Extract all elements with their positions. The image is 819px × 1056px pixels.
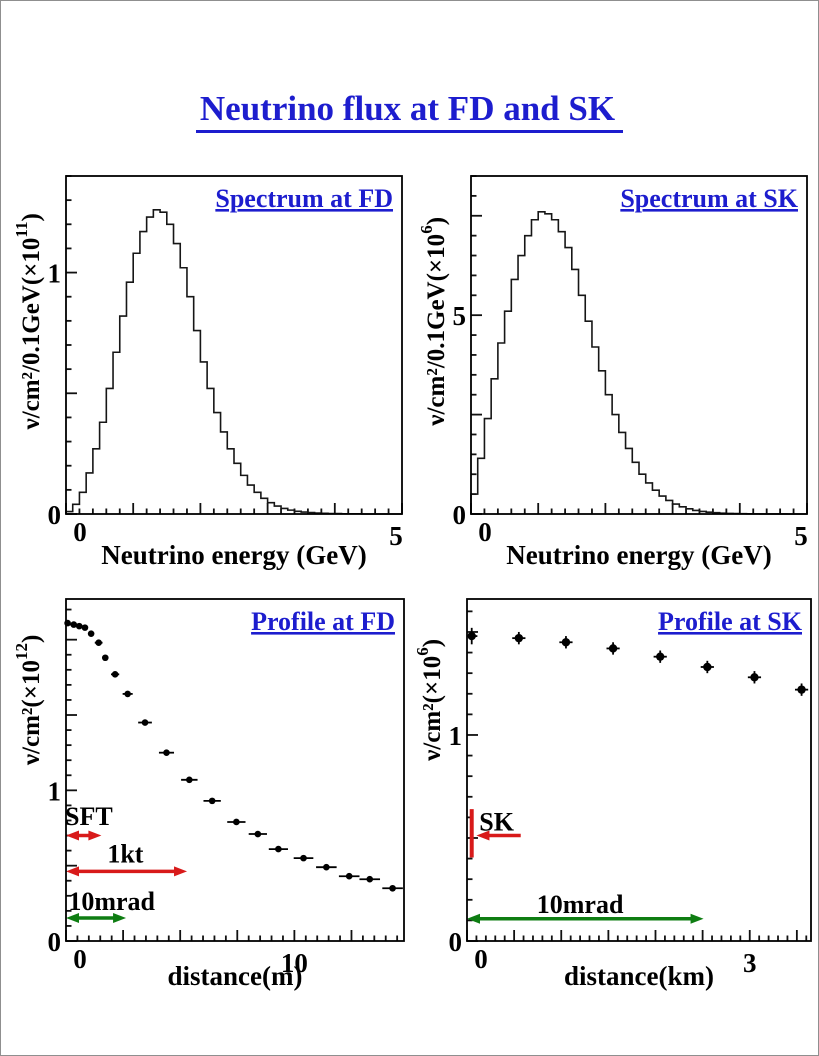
profile-sk-y-ticks (467, 610, 478, 942)
profile-fd-y-tick-label: 0 (48, 927, 62, 957)
spectrum-sk-histogram-line (470, 210, 807, 515)
data-point (163, 749, 170, 756)
data-point (656, 652, 665, 661)
spectrum-fd-y-tick-label: 1 (48, 259, 62, 289)
arrow-head (476, 830, 490, 841)
profile-fd-annotation-text: SFT (65, 802, 113, 831)
profile-fd-chart: 0 10 0 1 distance(m) ν/cm²(×1012) Profile at F… (12, 598, 405, 991)
spectrum-fd-x-tick-label: 0 (73, 517, 87, 547)
profile-sk-y-tick-label: 1 (449, 721, 463, 751)
profile-sk-x-tick-label: 3 (743, 948, 757, 978)
spectrum-sk-x-tick-label: 0 (478, 517, 492, 547)
page-title: Neutrino flux at FD and SK (1, 89, 818, 133)
spectrum-sk-y-axis-label: ν/cm²/0.1GeV(×106) (417, 217, 450, 427)
data-point (467, 631, 476, 641)
spectrum-sk-x-axis-label: Neutrino energy (GeV) (506, 540, 771, 570)
spectrum-fd-x-tick-label: 5 (389, 521, 403, 551)
profile-sk-x-ticks (466, 930, 808, 941)
spectrum-sk-x-ticks (470, 503, 808, 514)
spectrum-sk-y-tick-label: 0 (453, 500, 467, 530)
data-point (254, 830, 262, 838)
arrow-head-left (66, 866, 79, 877)
data-point (323, 863, 330, 871)
profile-sk-y-tick-label: 0 (449, 927, 463, 957)
arrow-head-right (113, 912, 127, 923)
spectrum-fd-y-ticks (66, 175, 77, 515)
page-title-text: Neutrino flux at FD and SK (195, 89, 624, 133)
data-point (797, 685, 806, 694)
profile-sk-title: Profile at SK (658, 607, 803, 636)
profile-fd-x-tick-label: 10 (281, 948, 308, 978)
data-point (561, 638, 571, 647)
data-point (111, 671, 119, 678)
data-point (186, 776, 193, 784)
data-point (95, 639, 102, 646)
spectrum-fd-title: Spectrum at FD (215, 184, 393, 213)
arrow-head-left (467, 913, 480, 924)
spectrum-sk-y-ticks (471, 175, 482, 515)
profile-sk-x-axis-label: distance(km) (564, 961, 714, 991)
spectrum-sk-x-tick-label: 5 (794, 521, 808, 551)
arrow-head-left (66, 830, 79, 841)
data-point (608, 644, 618, 653)
profile-sk-x-tick-label: 0 (474, 944, 488, 974)
profile-sk-plot-frame (466, 598, 812, 942)
arrow-head-left (66, 912, 79, 923)
spectrum-sk-plot-frame (470, 175, 808, 515)
profile-fd-annotation-text: 1kt (107, 840, 143, 869)
spectrum-fd-chart: 0 5 0 1 Neutrino energy (GeV) ν/cm²/0.1GeV(×1… (12, 175, 403, 570)
spectrum-sk-chart: 0 5 0 5 Neutrino energy (GeV) ν/cm²/0.1GeV(×1… (417, 175, 808, 570)
data-point (101, 654, 109, 662)
profile-sk-chart: 0 3 0 1 distance(km) ν/cm²(×106) Profile at SK… (413, 598, 812, 991)
arrow-head-right (690, 913, 704, 924)
profile-fd-x-axis-label: distance(m) (168, 961, 303, 991)
arrow-head-right (174, 866, 188, 877)
spectrum-fd-plot-frame (65, 175, 403, 515)
data-point (124, 690, 131, 698)
spectrum-fd-y-axis-label: ν/cm²/0.1GeV(×1011) (12, 213, 45, 430)
profile-sk-annotation-text: 10mrad (537, 890, 624, 919)
data-point (208, 797, 216, 805)
profile-fd-x-tick-label: 0 (73, 944, 87, 974)
profile-sk-data-points (467, 627, 809, 696)
spectrum-fd-x-ticks (65, 503, 403, 514)
data-point (233, 818, 240, 826)
data-point (750, 673, 759, 682)
data-point (300, 854, 307, 862)
profile-fd-annotation-text: 10mrad (68, 887, 155, 916)
data-point (703, 662, 712, 672)
profile-fd-title: Profile at FD (251, 607, 395, 636)
spectrum-fd-y-tick-label: 0 (48, 500, 62, 530)
profile-fd-y-axis-label: ν/cm²(×1012) (12, 635, 45, 766)
data-point (141, 719, 149, 726)
data-point (389, 884, 396, 892)
arrow-head-right (88, 830, 102, 841)
data-point (275, 845, 282, 853)
data-point (70, 621, 78, 628)
profile-fd-plot-frame (65, 598, 405, 942)
data-point (514, 633, 524, 643)
data-point (87, 630, 95, 637)
profile-fd-x-ticks (65, 930, 399, 941)
spectrum-sk-y-tick-label: 5 (453, 301, 467, 331)
profile-sk-y-axis-label: ν/cm²(×106) (413, 639, 446, 762)
data-point (75, 622, 83, 630)
spectrum-sk-title: Spectrum at SK (620, 184, 798, 213)
data-point (81, 624, 89, 631)
spectrum-fd-histogram-line (65, 209, 402, 515)
spectrum-fd-x-axis-label: Neutrino energy (GeV) (101, 540, 366, 570)
profile-fd-y-tick-label: 1 (48, 776, 62, 806)
data-point (366, 875, 374, 883)
data-point (345, 872, 353, 880)
profile-sk-annotation-text: SK (479, 807, 514, 836)
